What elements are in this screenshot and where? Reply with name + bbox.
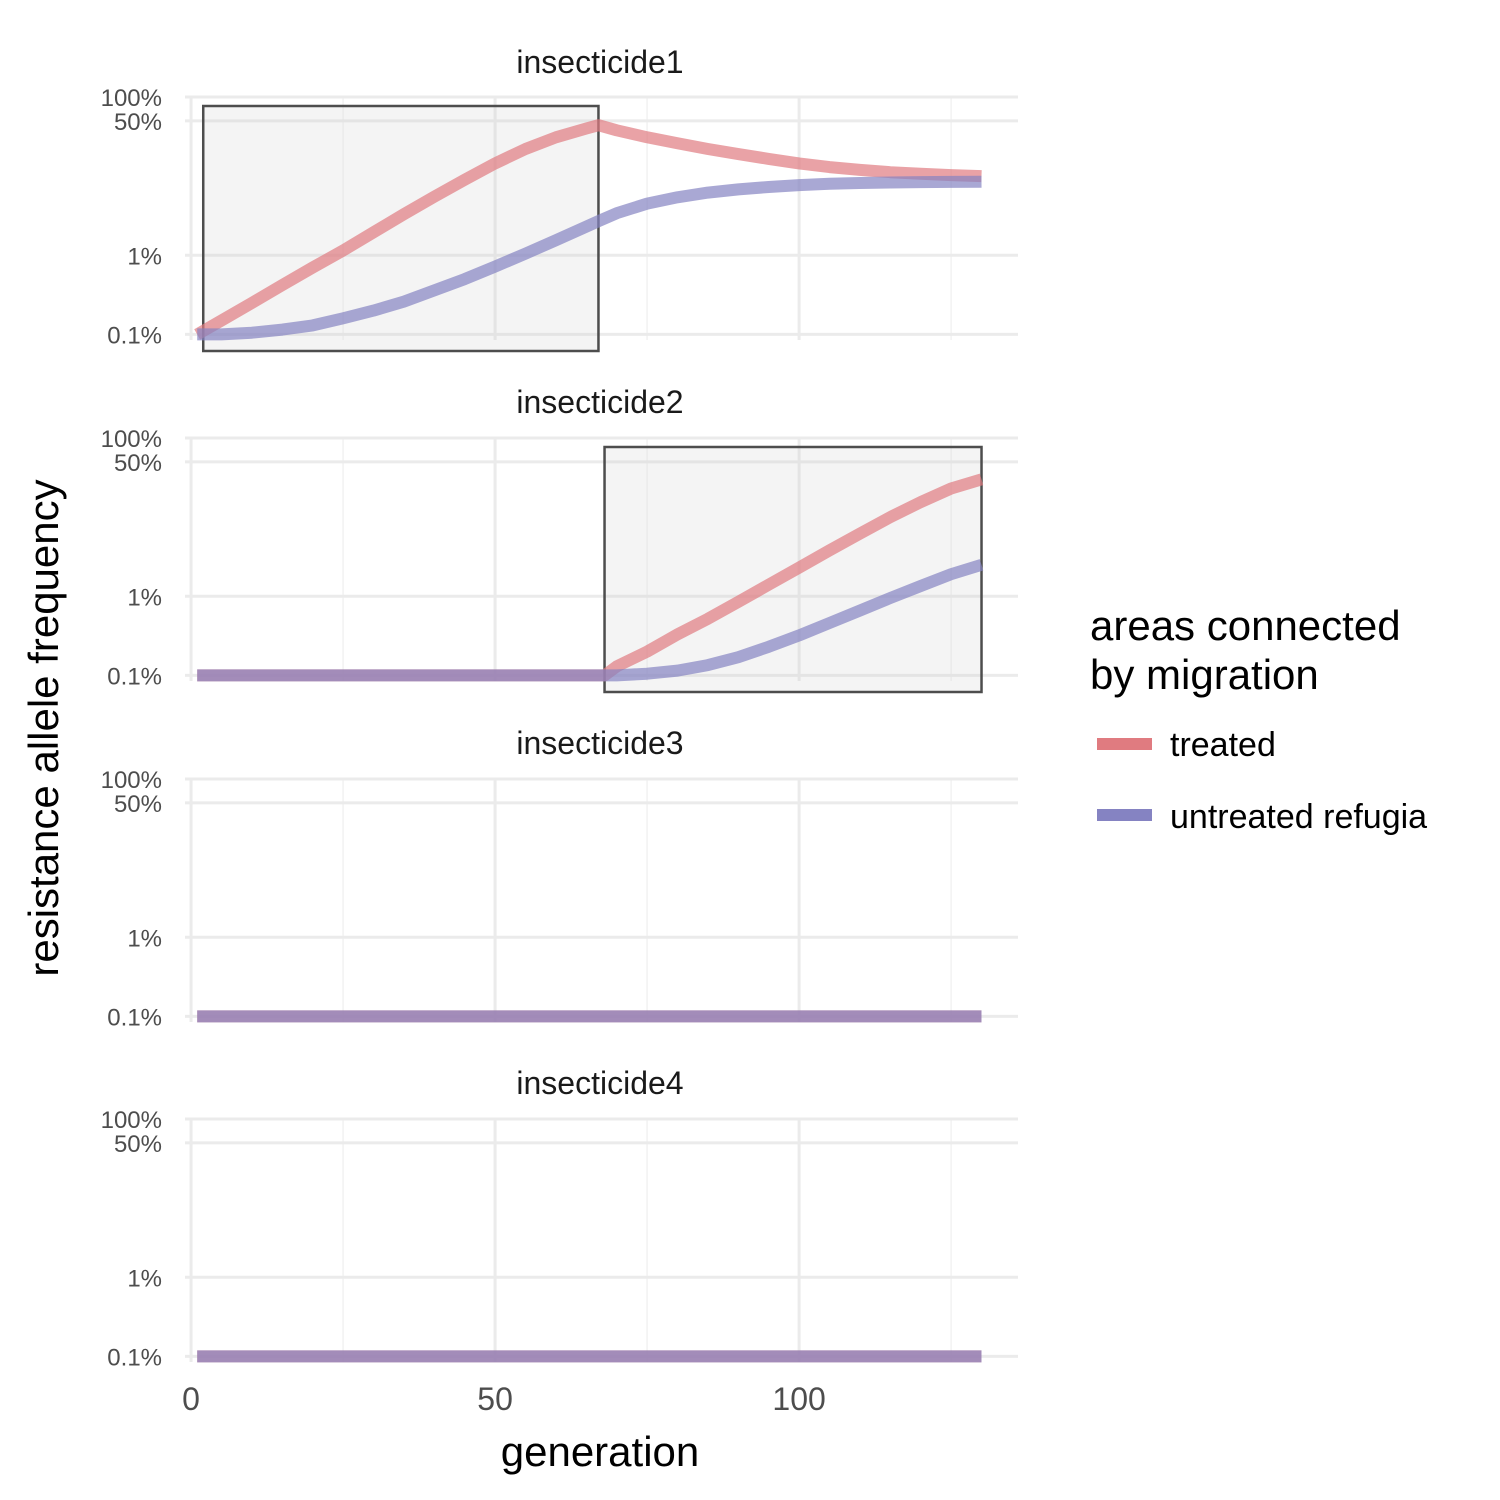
panel-insecticide2: insecticide2 0.1% 1% 50%100% — [101, 384, 1018, 694]
y-tick-label: 1% — [127, 584, 162, 611]
y-tick-label: 0.1% — [107, 1004, 162, 1031]
y-tick-label: 0.1% — [107, 663, 162, 690]
facet-panels: insecticide10.1%1%50%100%insecticide20.1… — [101, 44, 1018, 1371]
x-tick-label: 0 — [182, 1381, 200, 1417]
x-tick-label: 50 — [477, 1381, 513, 1417]
legend-label-treated: treated — [1170, 726, 1276, 764]
panel-title-insecticide1: insecticide1 — [516, 44, 683, 80]
legend: areas connected by migration treated unt… — [1090, 602, 1427, 836]
y-tick-label: 1% — [127, 243, 162, 270]
y-tick-label: 100% — [101, 85, 162, 112]
y-tick-label: 1% — [127, 925, 162, 952]
legend-label-untreated-refugia: untreated refugia — [1170, 798, 1427, 836]
x-axis: 0 50 100 — [182, 1381, 826, 1417]
series-line-untreated-refugia — [197, 175, 982, 341]
panel-title-insecticide4: insecticide4 — [516, 1065, 683, 1101]
legend-title-line1: areas connected — [1090, 602, 1401, 649]
panel-insecticide3: insecticide3 0.1% 1% 50%100% — [101, 725, 1018, 1031]
legend-title-line2: by migration — [1090, 651, 1319, 698]
treatment-window-box — [603, 445, 983, 694]
y-tick-label: 0.1% — [107, 1344, 162, 1371]
y-tick-label: 50% — [114, 791, 162, 818]
panel-insecticide4: insecticide4 0.1% 1% 50%100% — [101, 1065, 1018, 1371]
panel-title-insecticide2: insecticide2 — [516, 384, 683, 420]
series-line-treated — [197, 473, 984, 682]
y-tick-label: 50% — [114, 450, 162, 477]
y-tick-label: 0.1% — [107, 322, 162, 349]
series-line-untreated-refugia — [197, 559, 984, 682]
y-tick-label: 1% — [127, 1265, 162, 1292]
y-tick-label: 50% — [114, 1131, 162, 1158]
series-line-treated — [194, 119, 982, 340]
y-axis-title: resistance allele frequency — [20, 479, 67, 976]
panel-insecticide1: insecticide1 0.1% 1% 50%100% — [101, 44, 1018, 353]
y-tick-label: 50% — [114, 109, 162, 136]
panel-title-insecticide3: insecticide3 — [516, 725, 683, 761]
y-tick-label: 100% — [101, 767, 162, 794]
x-tick-label: 100 — [772, 1381, 825, 1417]
y-tick-label: 100% — [101, 426, 162, 453]
y-tick-label: 100% — [101, 1107, 162, 1134]
x-axis-title: generation — [501, 1428, 700, 1475]
